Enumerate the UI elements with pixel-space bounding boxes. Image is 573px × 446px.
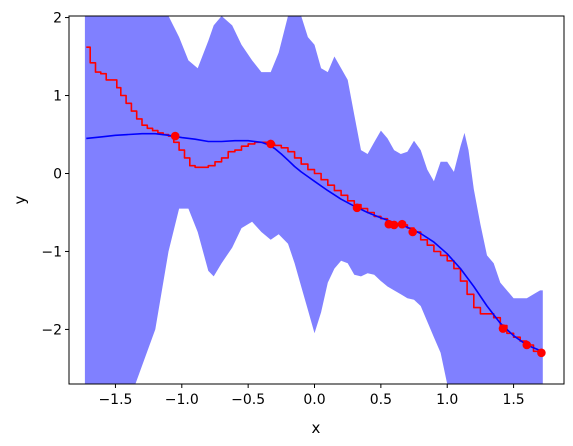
x-tick-label: 1.0 xyxy=(436,392,458,408)
data-point xyxy=(389,220,399,230)
y-tick-label: −1 xyxy=(41,244,62,260)
x-tick-label: 0.5 xyxy=(370,392,392,408)
y-axis: −2 −1 0 1 2 xyxy=(41,11,69,338)
plot-area xyxy=(84,16,546,384)
x-axis-label: x xyxy=(312,419,321,437)
data-point xyxy=(522,340,532,350)
data-point xyxy=(408,227,418,237)
data-point xyxy=(537,348,546,358)
data-point xyxy=(397,219,407,229)
confidence-band xyxy=(84,16,543,384)
observation-points xyxy=(170,131,546,358)
y-axis-label: y xyxy=(11,195,29,204)
y-tick-label: −2 xyxy=(41,322,62,338)
y-tick-label: 2 xyxy=(53,11,62,27)
x-axis: −1.5 −1.0 −0.5 0.0 0.5 1.0 1.5 xyxy=(98,384,525,408)
y-tick-label: 1 xyxy=(53,89,62,105)
data-point xyxy=(170,131,180,141)
y-tick-label: 0 xyxy=(53,166,62,182)
data-point xyxy=(266,139,276,149)
x-tick-label: −1.0 xyxy=(165,392,199,408)
data-point xyxy=(498,324,508,333)
x-tick-label: −0.5 xyxy=(231,392,265,408)
plot-frame xyxy=(68,15,565,385)
x-tick-label: 1.5 xyxy=(502,392,524,408)
true-function-line xyxy=(86,46,541,353)
x-tick-label: 0.0 xyxy=(303,392,325,408)
x-tick-label: −1.5 xyxy=(98,392,132,408)
data-point xyxy=(352,203,362,213)
